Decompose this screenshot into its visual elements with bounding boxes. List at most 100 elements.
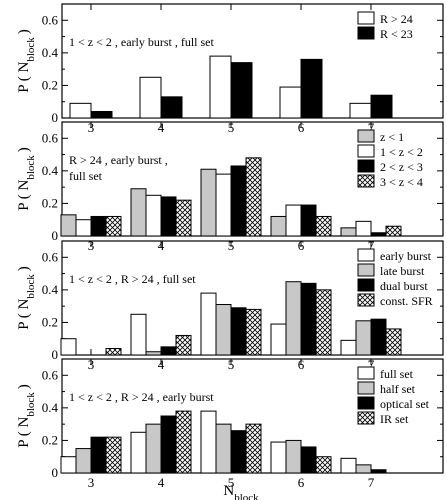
- legend-entry: full set: [380, 367, 414, 381]
- legend-swatch: [357, 396, 375, 410]
- bar-black-4: [160, 96, 183, 119]
- bar-hatch-5: [245, 423, 262, 474]
- x-tick-label: 6: [298, 475, 305, 490]
- bar-black-6: [300, 58, 323, 119]
- bar-white-6: [279, 86, 302, 119]
- bar-white-7: [340, 339, 357, 356]
- bar-black-6: [300, 446, 317, 474]
- legend-entry: early burst: [380, 249, 432, 263]
- legend-swatch: [357, 26, 375, 40]
- legend-entry: R > 24: [380, 12, 413, 26]
- legend-entry: R < 23: [380, 27, 413, 41]
- y-axis-label-subscript: block: [25, 392, 37, 417]
- bar-gray-6: [270, 215, 287, 237]
- legend-swatch: [357, 263, 375, 277]
- y-axis-label-main: P ( N: [16, 299, 32, 330]
- y-tick-label: 0.6: [42, 130, 59, 145]
- bar-gray-6: [285, 281, 302, 356]
- y-axis-label-close: ): [16, 147, 32, 152]
- bar-white-7: [349, 102, 372, 119]
- bar-white-6: [270, 441, 287, 474]
- bar-black-4: [160, 196, 177, 237]
- y-tick-label: 0.4: [42, 163, 59, 178]
- y-axis-label-subscript: block: [25, 155, 37, 180]
- legend-entry: const. SFR: [380, 294, 433, 308]
- bar-black-7: [370, 318, 387, 356]
- y-axis-label: P ( Nblock): [16, 29, 37, 93]
- bar-white-5: [200, 410, 217, 474]
- bar-black-4: [160, 346, 177, 356]
- bar-gray-3: [60, 214, 77, 237]
- legend-swatch: [357, 293, 375, 307]
- bar-gray-5: [200, 168, 217, 237]
- bar-gray-5: [215, 423, 232, 474]
- legend-entry: z < 1: [380, 130, 404, 144]
- y-tick-label: 0.6: [42, 12, 59, 27]
- bar-hatch-5: [245, 157, 262, 237]
- legend-entry: dual burst: [380, 279, 428, 293]
- legend-entry: 3 < z < 4: [380, 175, 423, 189]
- y-axis-label: P ( Nblock): [16, 147, 37, 211]
- bar-black-3: [90, 215, 107, 237]
- x-axis-label: Nblock: [223, 483, 259, 500]
- panel-annotation: 1 < z < 2 , R > 24 , early burst: [69, 390, 214, 404]
- bar-white-4: [130, 431, 147, 474]
- bar-white-4: [145, 194, 162, 237]
- legend-swatch: [357, 174, 375, 188]
- bar-hatch-7: [385, 225, 402, 237]
- bar-hatch-4: [175, 334, 192, 356]
- bar-gray-4: [145, 351, 162, 356]
- bar-gray-7: [355, 320, 372, 356]
- bar-black-3: [90, 436, 107, 474]
- legend-swatch: [357, 278, 375, 292]
- bar-gray-5: [215, 304, 232, 356]
- legend-entry: 2 < z < 3: [380, 160, 423, 174]
- x-tick-label: 3: [88, 475, 95, 490]
- bar-white-3: [69, 102, 92, 119]
- bar-hatch-6: [315, 456, 332, 474]
- bar-white-4: [130, 313, 147, 356]
- x-tick-label: 5: [228, 475, 235, 490]
- bar-hatch-4: [175, 410, 192, 474]
- bar-black-5: [230, 62, 253, 119]
- bar-gray-7: [355, 464, 372, 474]
- bar-black-6: [300, 282, 317, 356]
- y-tick-label: 0.4: [42, 45, 59, 60]
- bar-white-6: [270, 323, 287, 356]
- y-tick-label: 0: [52, 228, 59, 243]
- y-tick-label: 0.6: [42, 249, 59, 264]
- bar-white-6: [285, 204, 302, 237]
- bar-hatch-4: [175, 199, 192, 237]
- bar-white-4: [139, 76, 162, 119]
- bar-black-3: [90, 110, 113, 119]
- legend-swatch: [357, 11, 375, 25]
- legend-swatch: [357, 144, 375, 158]
- legend-swatch: [357, 159, 375, 173]
- legend-entry: IR set: [380, 412, 409, 426]
- y-axis-label-close: ): [16, 266, 32, 271]
- y-axis-label-subscript: block: [25, 274, 37, 299]
- y-tick-label: 0.2: [42, 195, 58, 210]
- y-tick-label: 0.4: [42, 282, 59, 297]
- bar-gray-4: [145, 423, 162, 474]
- y-tick-label: 0: [52, 465, 59, 480]
- panel-annotation: 1 < z < 2 , R > 24 , full set: [69, 272, 196, 286]
- legend-swatch: [357, 411, 375, 425]
- bar-black-7: [370, 232, 387, 237]
- y-tick-label: 0.2: [42, 432, 58, 447]
- y-axis-label-subscript: block: [25, 37, 37, 62]
- bar-white-5: [200, 292, 217, 356]
- y-axis-label-main: P ( N: [16, 417, 32, 448]
- y-axis-label: P ( Nblock): [16, 384, 37, 448]
- y-axis-label-close: ): [16, 384, 32, 389]
- x-tick-label: 4: [158, 475, 165, 490]
- bar-hatch-3: [105, 215, 122, 237]
- legend-swatch: [357, 366, 375, 380]
- bar-white-3: [60, 456, 77, 474]
- bar-black-7: [370, 469, 387, 474]
- y-tick-label: 0.4: [42, 400, 59, 415]
- bar-hatch-5: [245, 308, 262, 356]
